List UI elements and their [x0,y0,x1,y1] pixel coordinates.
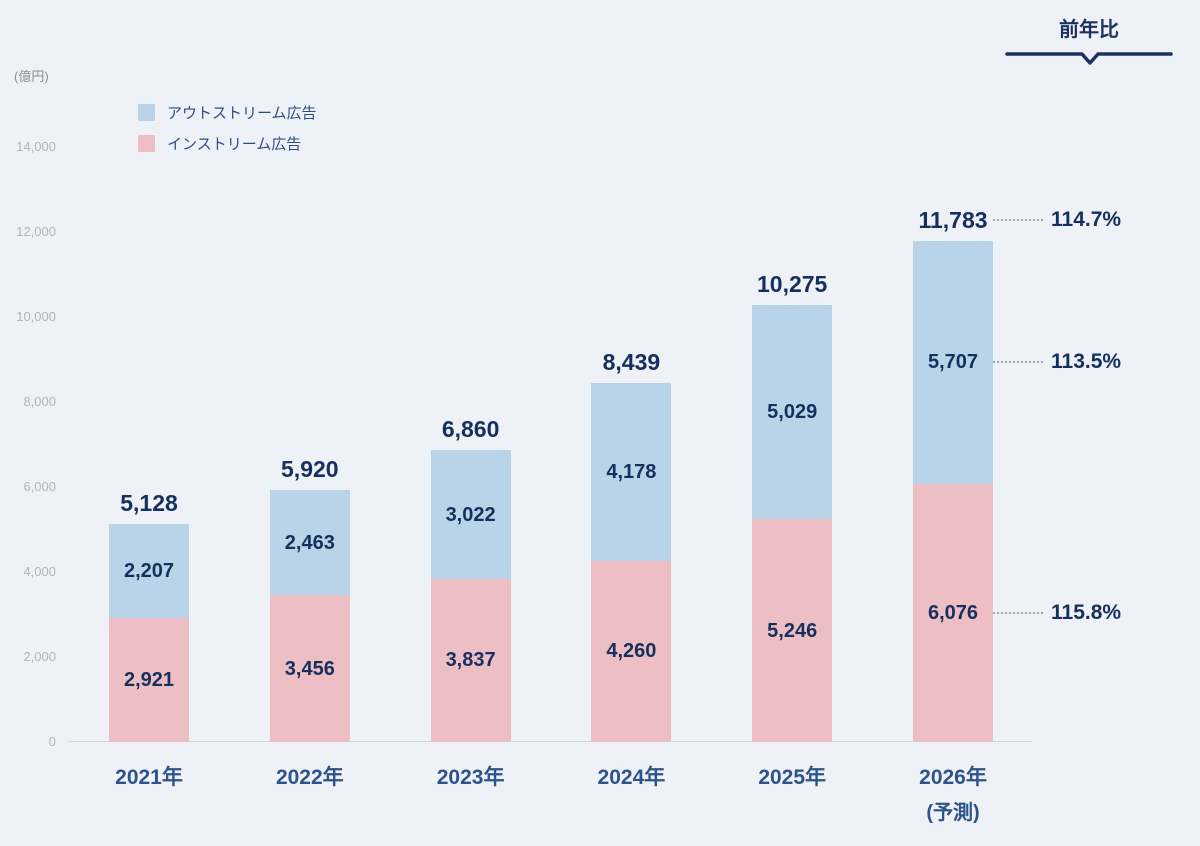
y-tick-8000: 8,000 [23,394,56,409]
total-label-2021: 5,128 [120,490,178,517]
legend-swatch-0 [138,104,155,121]
bar-segment-outstream-2022 [269,490,350,596]
x-label-2021: 2021年 [115,766,183,789]
x-label-2022: 2022年 [275,766,344,789]
yoy-leader-line-outstream [993,361,1043,364]
yoy-value-total: 114.7% [1051,208,1122,232]
bar-segment-instream-2023 [430,578,511,742]
x-label-2025: 2025年 [758,766,827,789]
yoy-value-outstream: 113.5% [1051,350,1122,374]
total-label-2023: 6,860 [441,416,500,443]
bar-segment-outstream-2026 [913,241,993,484]
yoy-header-title: 前年比 [1059,19,1119,41]
y-tick-0: 0 [48,734,56,749]
y-tick-12000: 12,000 [16,224,56,239]
legend-label-0: アウトストリーム広告 [167,105,317,122]
total-label-2024: 8,439 [602,349,661,376]
y-axis-unit-label: (億円) [14,69,49,84]
bar-segment-instream-2024 [591,560,672,742]
value-label-instream-2026: 6,076 [927,601,979,624]
bar-segment-outstream-2021 [109,524,189,618]
value-label-instream-2024: 4,260 [606,640,657,663]
x-label-2023: 2023年 [436,766,505,789]
bar-segment-instream-2025 [752,519,833,742]
yoy-leader-line-total [993,219,1043,222]
value-label-instream-2021: 2,921 [123,668,175,691]
legend-label-1: インストリーム広告 [167,136,302,153]
bar-segment-outstream-2025 [752,305,833,520]
value-label-outstream-2026: 5,707 [927,351,979,374]
legend: アウトストリーム広告 インストリーム広告 [138,102,317,154]
y-tick-2000: 2,000 [23,649,56,664]
yoy-leader-line-instream [993,611,1043,614]
legend-item-0: アウトストリーム広告 [138,102,317,123]
value-label-outstream-2023: 3,022 [445,503,496,526]
x-sublabel-2026: (予測) [926,802,980,824]
x-label-2024: 2024年 [597,766,666,789]
value-label-instream-2025: 5,246 [767,619,818,642]
value-label-outstream-2024: 4,178 [606,461,657,484]
total-label-2022: 5,920 [281,456,339,483]
total-label-2025: 10,275 [757,271,828,298]
value-label-outstream-2025: 5,029 [767,401,818,424]
bar-segment-instream-2022 [269,595,350,742]
bar-segment-outstream-2024 [591,383,672,561]
y-tick-14000: 14,000 [16,139,56,154]
total-label-2026: 11,783 [918,207,988,234]
value-label-outstream-2022: 2,463 [284,531,335,554]
bar-segment-instream-2021 [109,617,189,742]
value-label-instream-2023: 3,837 [445,649,496,672]
yoy-bracket-line-icon [1005,52,1173,65]
value-label-outstream-2021: 2,207 [123,559,175,582]
x-label-2026: 2026年 [919,766,987,789]
y-tick-6000: 6,000 [23,479,56,494]
y-tick-10000: 10,000 [16,309,56,324]
legend-item-1: インストリーム広告 [138,133,317,154]
x-axis-baseline [68,741,1032,742]
bar-segment-instream-2026 [913,483,993,742]
bar-segment-outstream-2023 [430,450,511,579]
yoy-value-instream: 115.8% [1051,600,1122,624]
y-tick-4000: 4,000 [23,564,56,579]
legend-swatch-1 [138,135,155,152]
value-label-instream-2022: 3,456 [284,657,335,680]
